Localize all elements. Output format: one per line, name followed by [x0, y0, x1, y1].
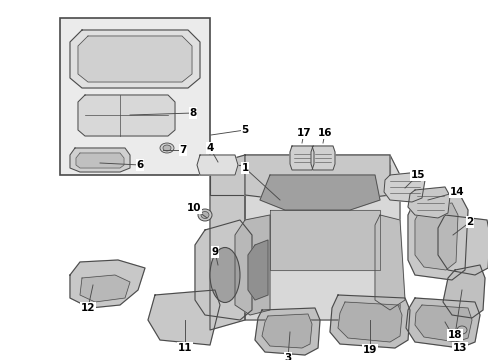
Polygon shape	[260, 175, 379, 210]
Text: 11: 11	[177, 343, 192, 353]
Polygon shape	[407, 187, 449, 218]
Polygon shape	[247, 240, 267, 300]
Text: 14: 14	[449, 187, 464, 197]
Polygon shape	[289, 146, 313, 170]
Bar	[60, 18, 209, 175]
Text: 19: 19	[362, 345, 376, 355]
Ellipse shape	[160, 143, 174, 153]
Polygon shape	[195, 220, 251, 320]
Text: 5: 5	[241, 125, 248, 135]
Polygon shape	[80, 275, 130, 302]
Polygon shape	[70, 260, 145, 308]
Polygon shape	[78, 95, 175, 136]
Text: 10: 10	[186, 203, 201, 213]
Text: 3: 3	[284, 353, 291, 360]
Polygon shape	[70, 30, 200, 88]
Polygon shape	[209, 165, 389, 195]
Text: 6: 6	[136, 160, 143, 170]
Text: 8: 8	[189, 108, 196, 118]
Polygon shape	[329, 295, 409, 348]
Polygon shape	[383, 172, 424, 202]
Polygon shape	[269, 210, 379, 270]
Polygon shape	[374, 215, 404, 310]
Ellipse shape	[209, 248, 240, 302]
Polygon shape	[442, 265, 484, 318]
Polygon shape	[197, 155, 238, 175]
Text: 18: 18	[447, 330, 461, 340]
Polygon shape	[414, 305, 471, 342]
Ellipse shape	[163, 145, 171, 151]
Polygon shape	[405, 298, 479, 348]
Text: 1: 1	[241, 163, 248, 173]
Polygon shape	[235, 215, 269, 315]
Text: 13: 13	[452, 343, 467, 353]
Ellipse shape	[456, 326, 466, 334]
Text: 12: 12	[81, 303, 95, 313]
Text: 17: 17	[296, 128, 311, 138]
Polygon shape	[262, 314, 311, 348]
Polygon shape	[254, 308, 319, 355]
Polygon shape	[337, 302, 401, 342]
Polygon shape	[414, 203, 457, 270]
Polygon shape	[407, 195, 467, 280]
Ellipse shape	[201, 211, 208, 219]
Polygon shape	[78, 36, 192, 82]
Polygon shape	[244, 155, 399, 320]
Text: 16: 16	[317, 128, 331, 138]
Text: 15: 15	[410, 170, 425, 180]
Polygon shape	[148, 290, 220, 345]
Polygon shape	[310, 146, 334, 170]
Text: 7: 7	[179, 145, 186, 155]
Text: 2: 2	[466, 217, 473, 227]
Polygon shape	[244, 155, 389, 200]
Polygon shape	[70, 148, 130, 172]
Text: 4: 4	[206, 143, 213, 153]
Ellipse shape	[198, 209, 212, 221]
Polygon shape	[209, 155, 244, 330]
Text: 9: 9	[211, 247, 218, 257]
Polygon shape	[437, 215, 488, 275]
Polygon shape	[76, 153, 124, 168]
